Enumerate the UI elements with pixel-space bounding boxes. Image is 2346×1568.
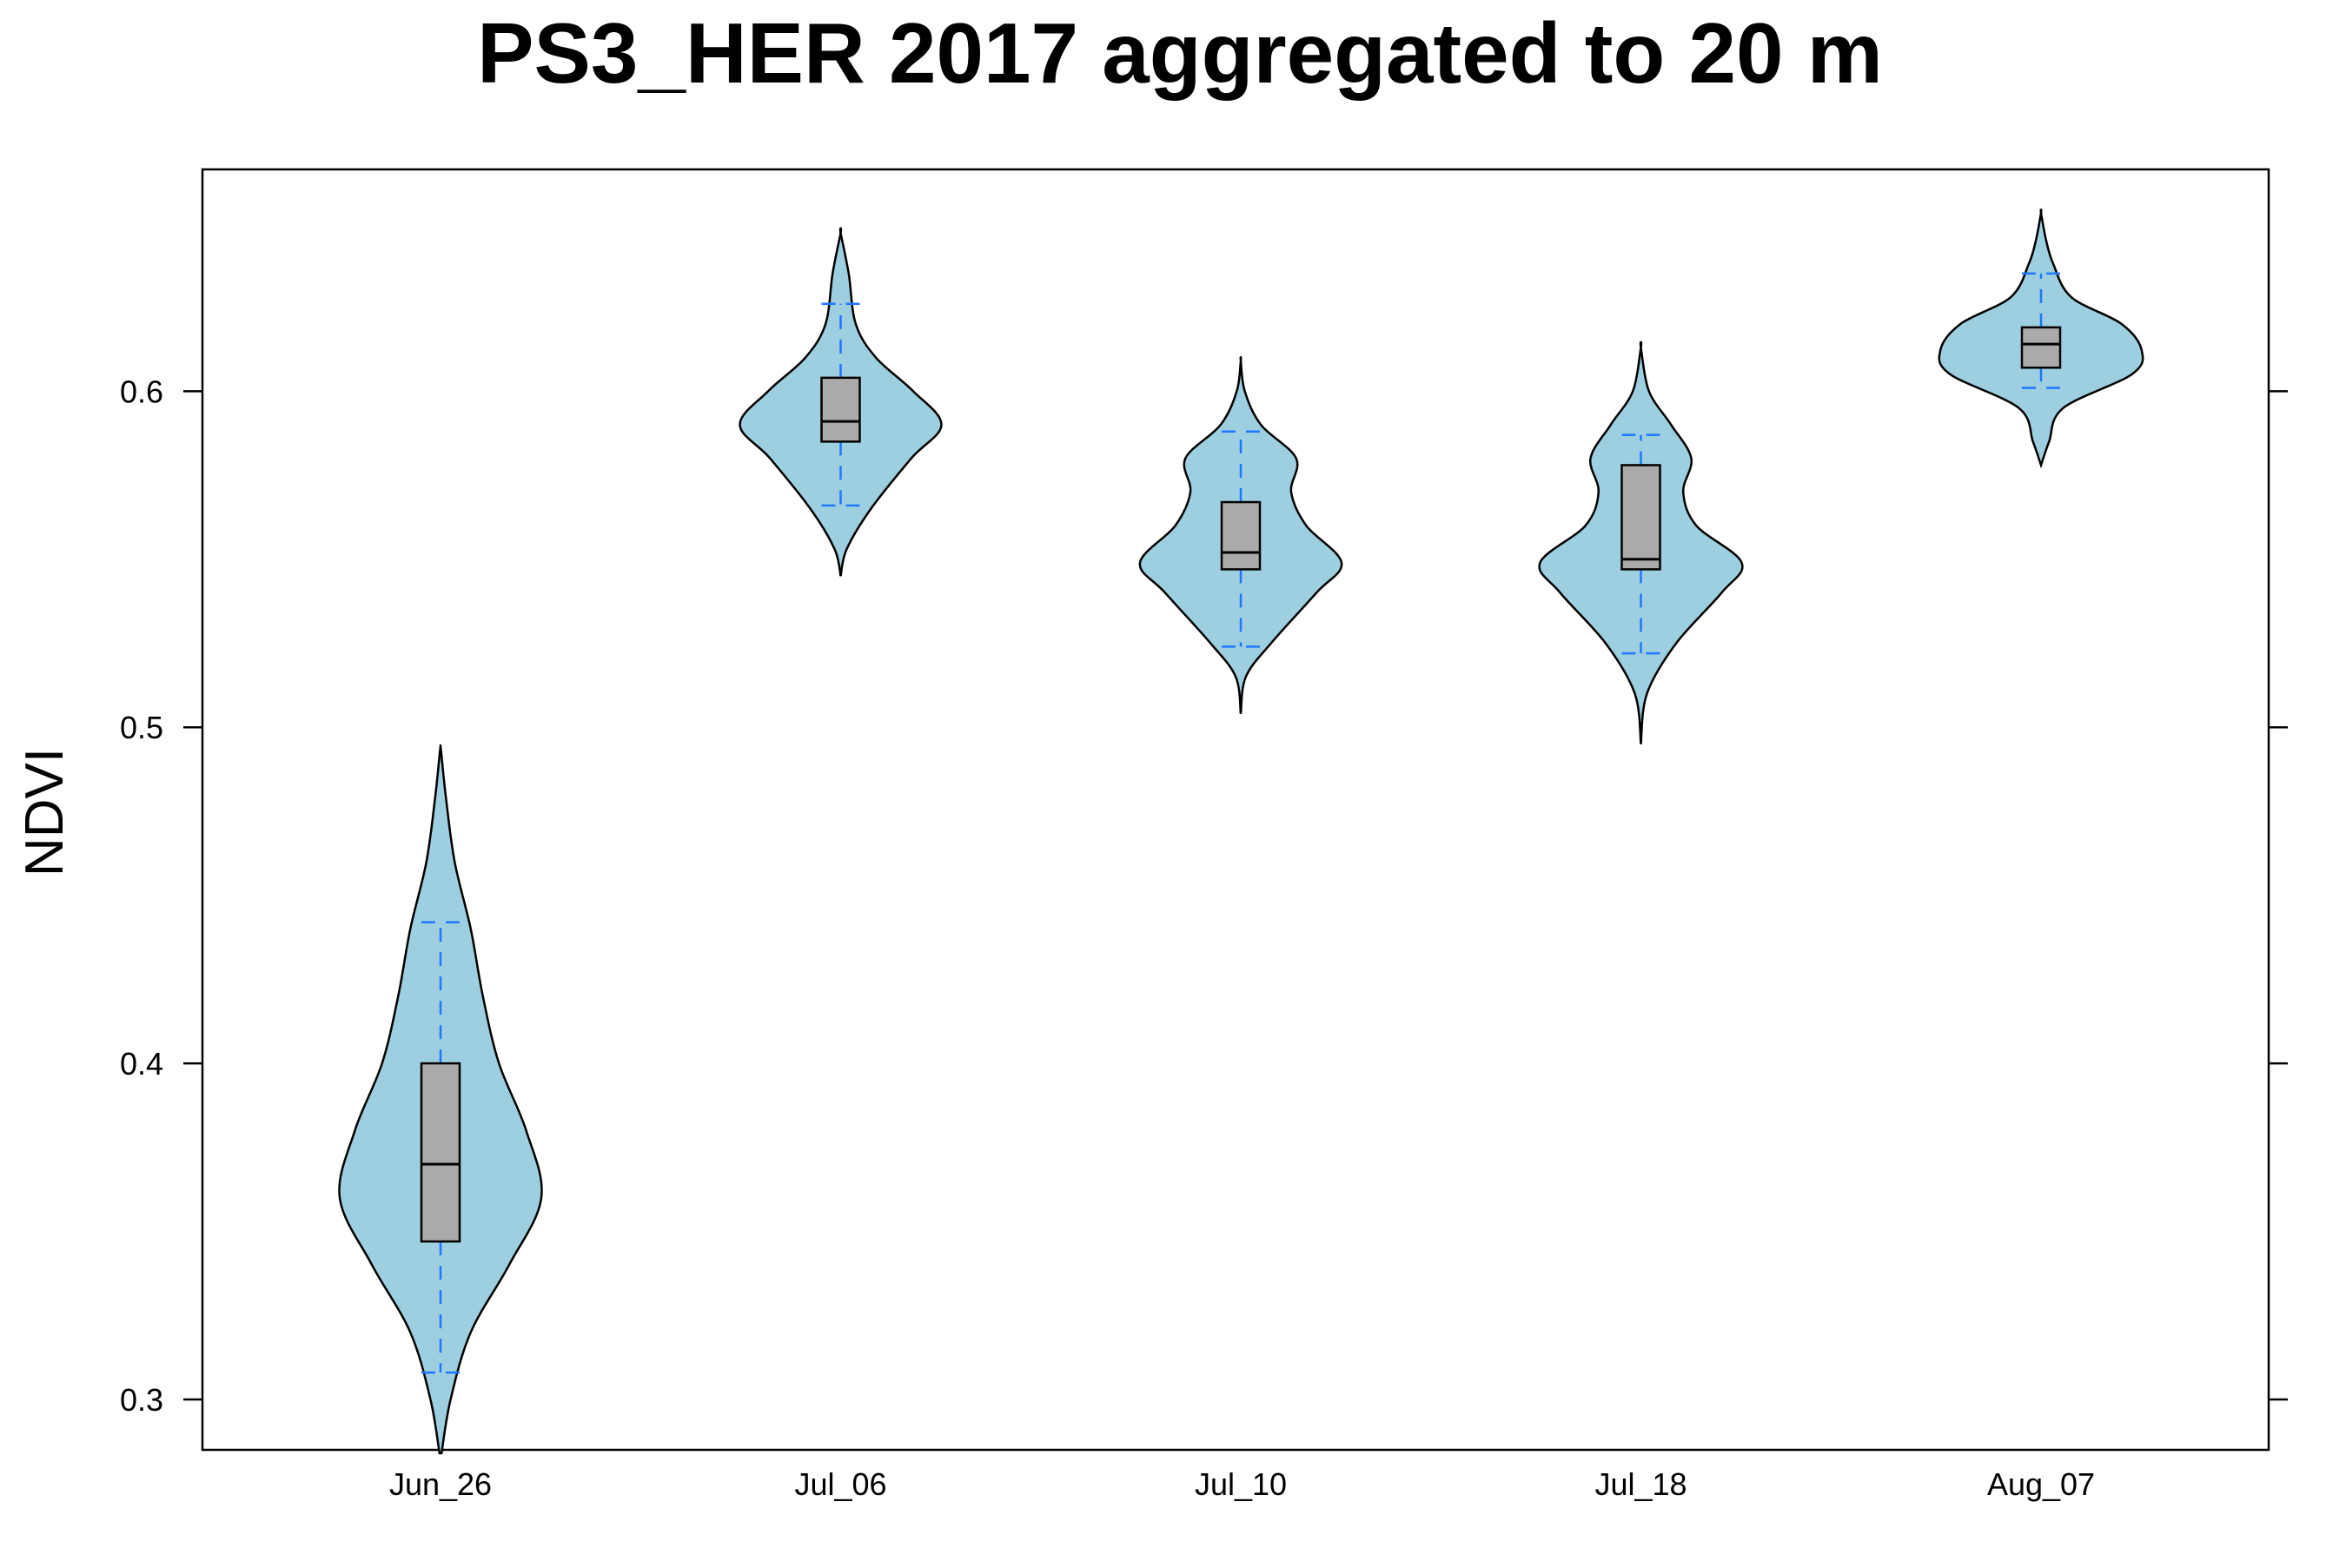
ticks-layer: 0.3 0.4 0.5 0.6 bbox=[120, 374, 2288, 1418]
y-tick-label: 0.6 bbox=[120, 374, 163, 409]
x-tick-labels: Jun_26 Jul_06 Jul_10 Jul_18 Aug_07 bbox=[389, 1466, 2095, 1502]
x-tick-label: Jul_10 bbox=[1195, 1466, 1287, 1502]
violin-layer bbox=[338, 208, 2144, 1455]
iqr-box bbox=[1620, 464, 1661, 571]
y-tick-label: 0.3 bbox=[120, 1382, 163, 1418]
iqr-box bbox=[1220, 500, 1262, 571]
iqr-box bbox=[420, 1062, 461, 1243]
y-tick-label: 0.4 bbox=[120, 1046, 163, 1082]
x-tick-label: Jul_06 bbox=[794, 1466, 886, 1502]
x-tick-label: Aug_07 bbox=[1987, 1466, 2095, 1502]
chart-title: PS3_HER 2017 aggregated to 20 m bbox=[477, 5, 1883, 101]
x-tick-label: Jun_26 bbox=[389, 1466, 492, 1502]
y-tick-label: 0.5 bbox=[120, 710, 163, 745]
x-tick-label: Jul_18 bbox=[1594, 1466, 1687, 1502]
y-axis-label: NDVI bbox=[15, 748, 75, 877]
box-layer bbox=[420, 272, 2062, 1374]
iqr-box bbox=[2020, 326, 2062, 369]
iqr-box bbox=[820, 376, 861, 443]
plot-frame bbox=[201, 168, 2270, 1452]
